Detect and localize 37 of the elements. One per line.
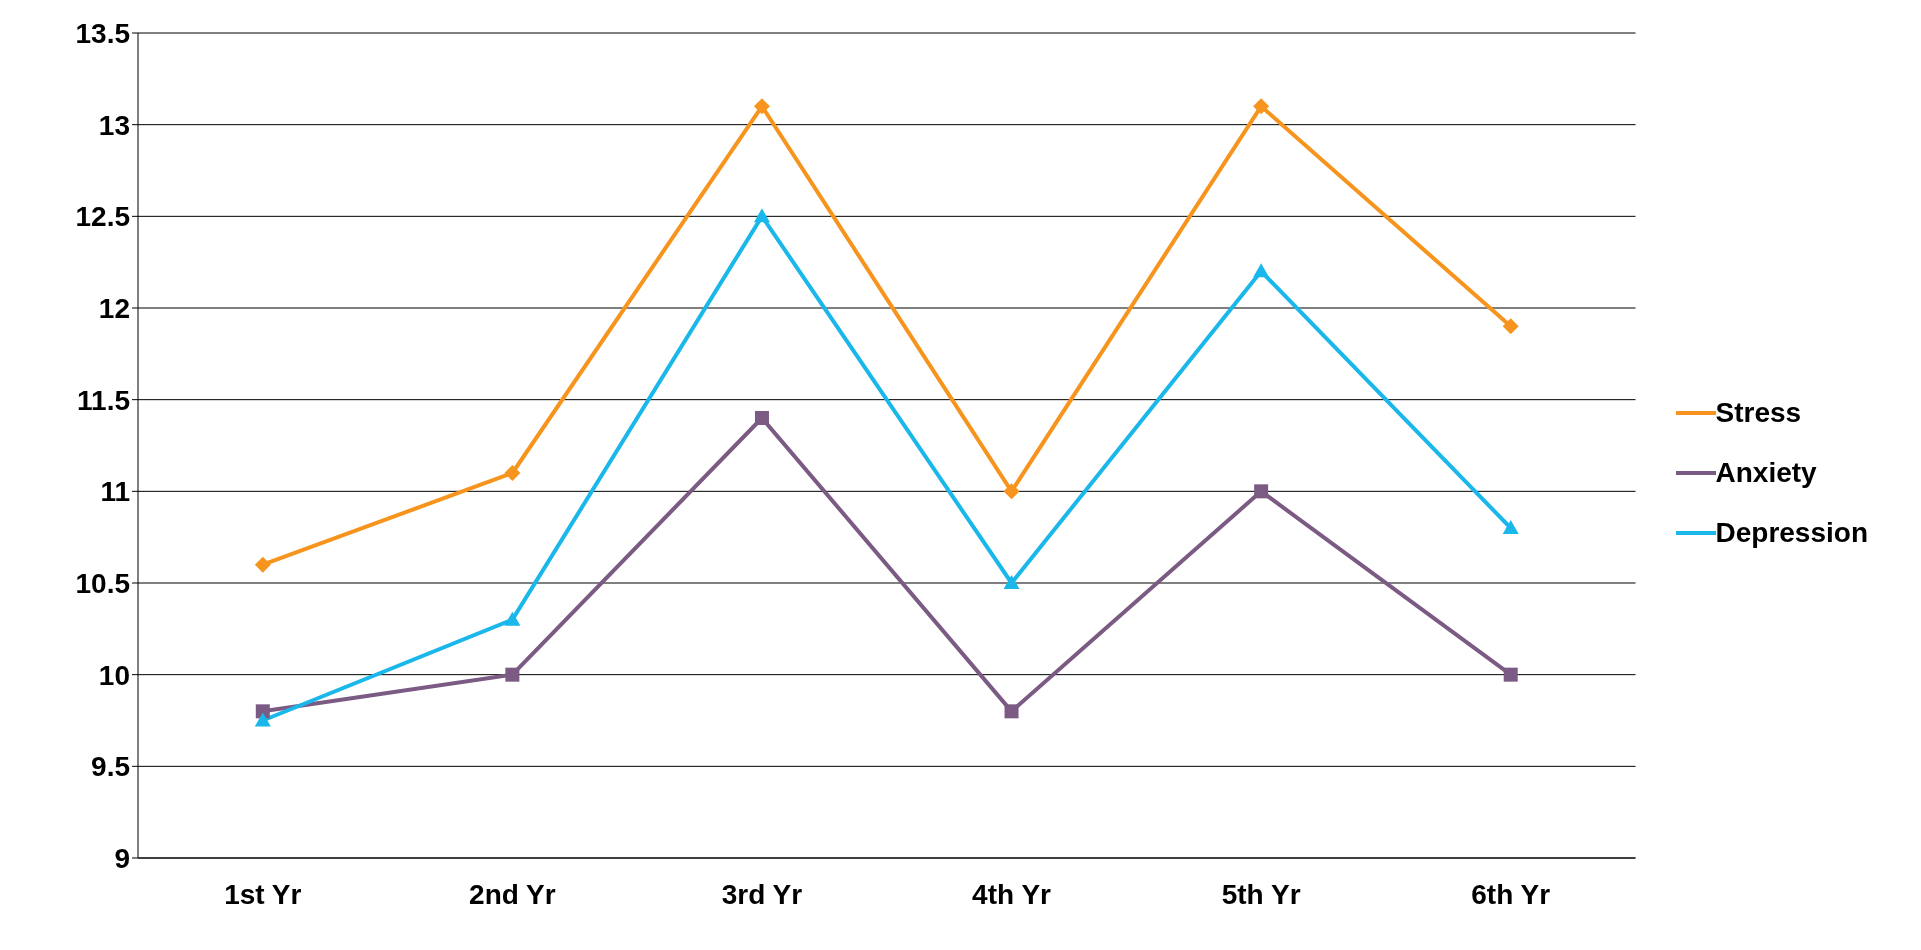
- y-tick-label: 11.5: [77, 384, 130, 416]
- legend-label: Stress: [1715, 397, 1802, 429]
- point: [254, 712, 271, 727]
- point: [753, 208, 770, 223]
- point: [504, 465, 521, 481]
- point: [1254, 484, 1269, 499]
- y-tick-label: 10: [98, 659, 130, 691]
- x-tick-label: 3rd Yr: [721, 878, 803, 910]
- x-tick-label: 2nd Yr: [469, 878, 556, 910]
- x-tick-label: 5th Yr: [1221, 878, 1301, 910]
- point: [1502, 318, 1519, 335]
- x-tick-label: 4th Yr: [972, 878, 1052, 910]
- y-tick-label: 13.5: [75, 17, 130, 49]
- y-tick-label: 10.5: [75, 567, 130, 599]
- point: [1253, 263, 1270, 278]
- point: [255, 704, 270, 719]
- x-tick-label: 6th Yr: [1471, 878, 1551, 910]
- point: [1004, 704, 1019, 719]
- y-tick-label: 12: [98, 292, 130, 324]
- point: [753, 98, 770, 115]
- y-tick-label: 12.5: [75, 201, 130, 233]
- y-tick-label: 9.5: [91, 751, 130, 783]
- legend-label: Depression: [1715, 517, 1868, 549]
- point: [505, 667, 520, 682]
- point: [754, 411, 769, 425]
- point: [1503, 667, 1518, 682]
- point: [1502, 520, 1519, 534]
- y-tick-label: 9: [114, 842, 130, 874]
- point: [1003, 575, 1020, 589]
- y-tick-label: 13: [98, 109, 130, 141]
- legend-label: Anxiety: [1715, 457, 1817, 489]
- point: [504, 611, 521, 626]
- point: [1253, 98, 1270, 115]
- x-tick-label: 1st Yr: [224, 878, 302, 910]
- y-tick-label: 11: [100, 476, 130, 508]
- point: [254, 556, 271, 573]
- point: [1003, 483, 1020, 500]
